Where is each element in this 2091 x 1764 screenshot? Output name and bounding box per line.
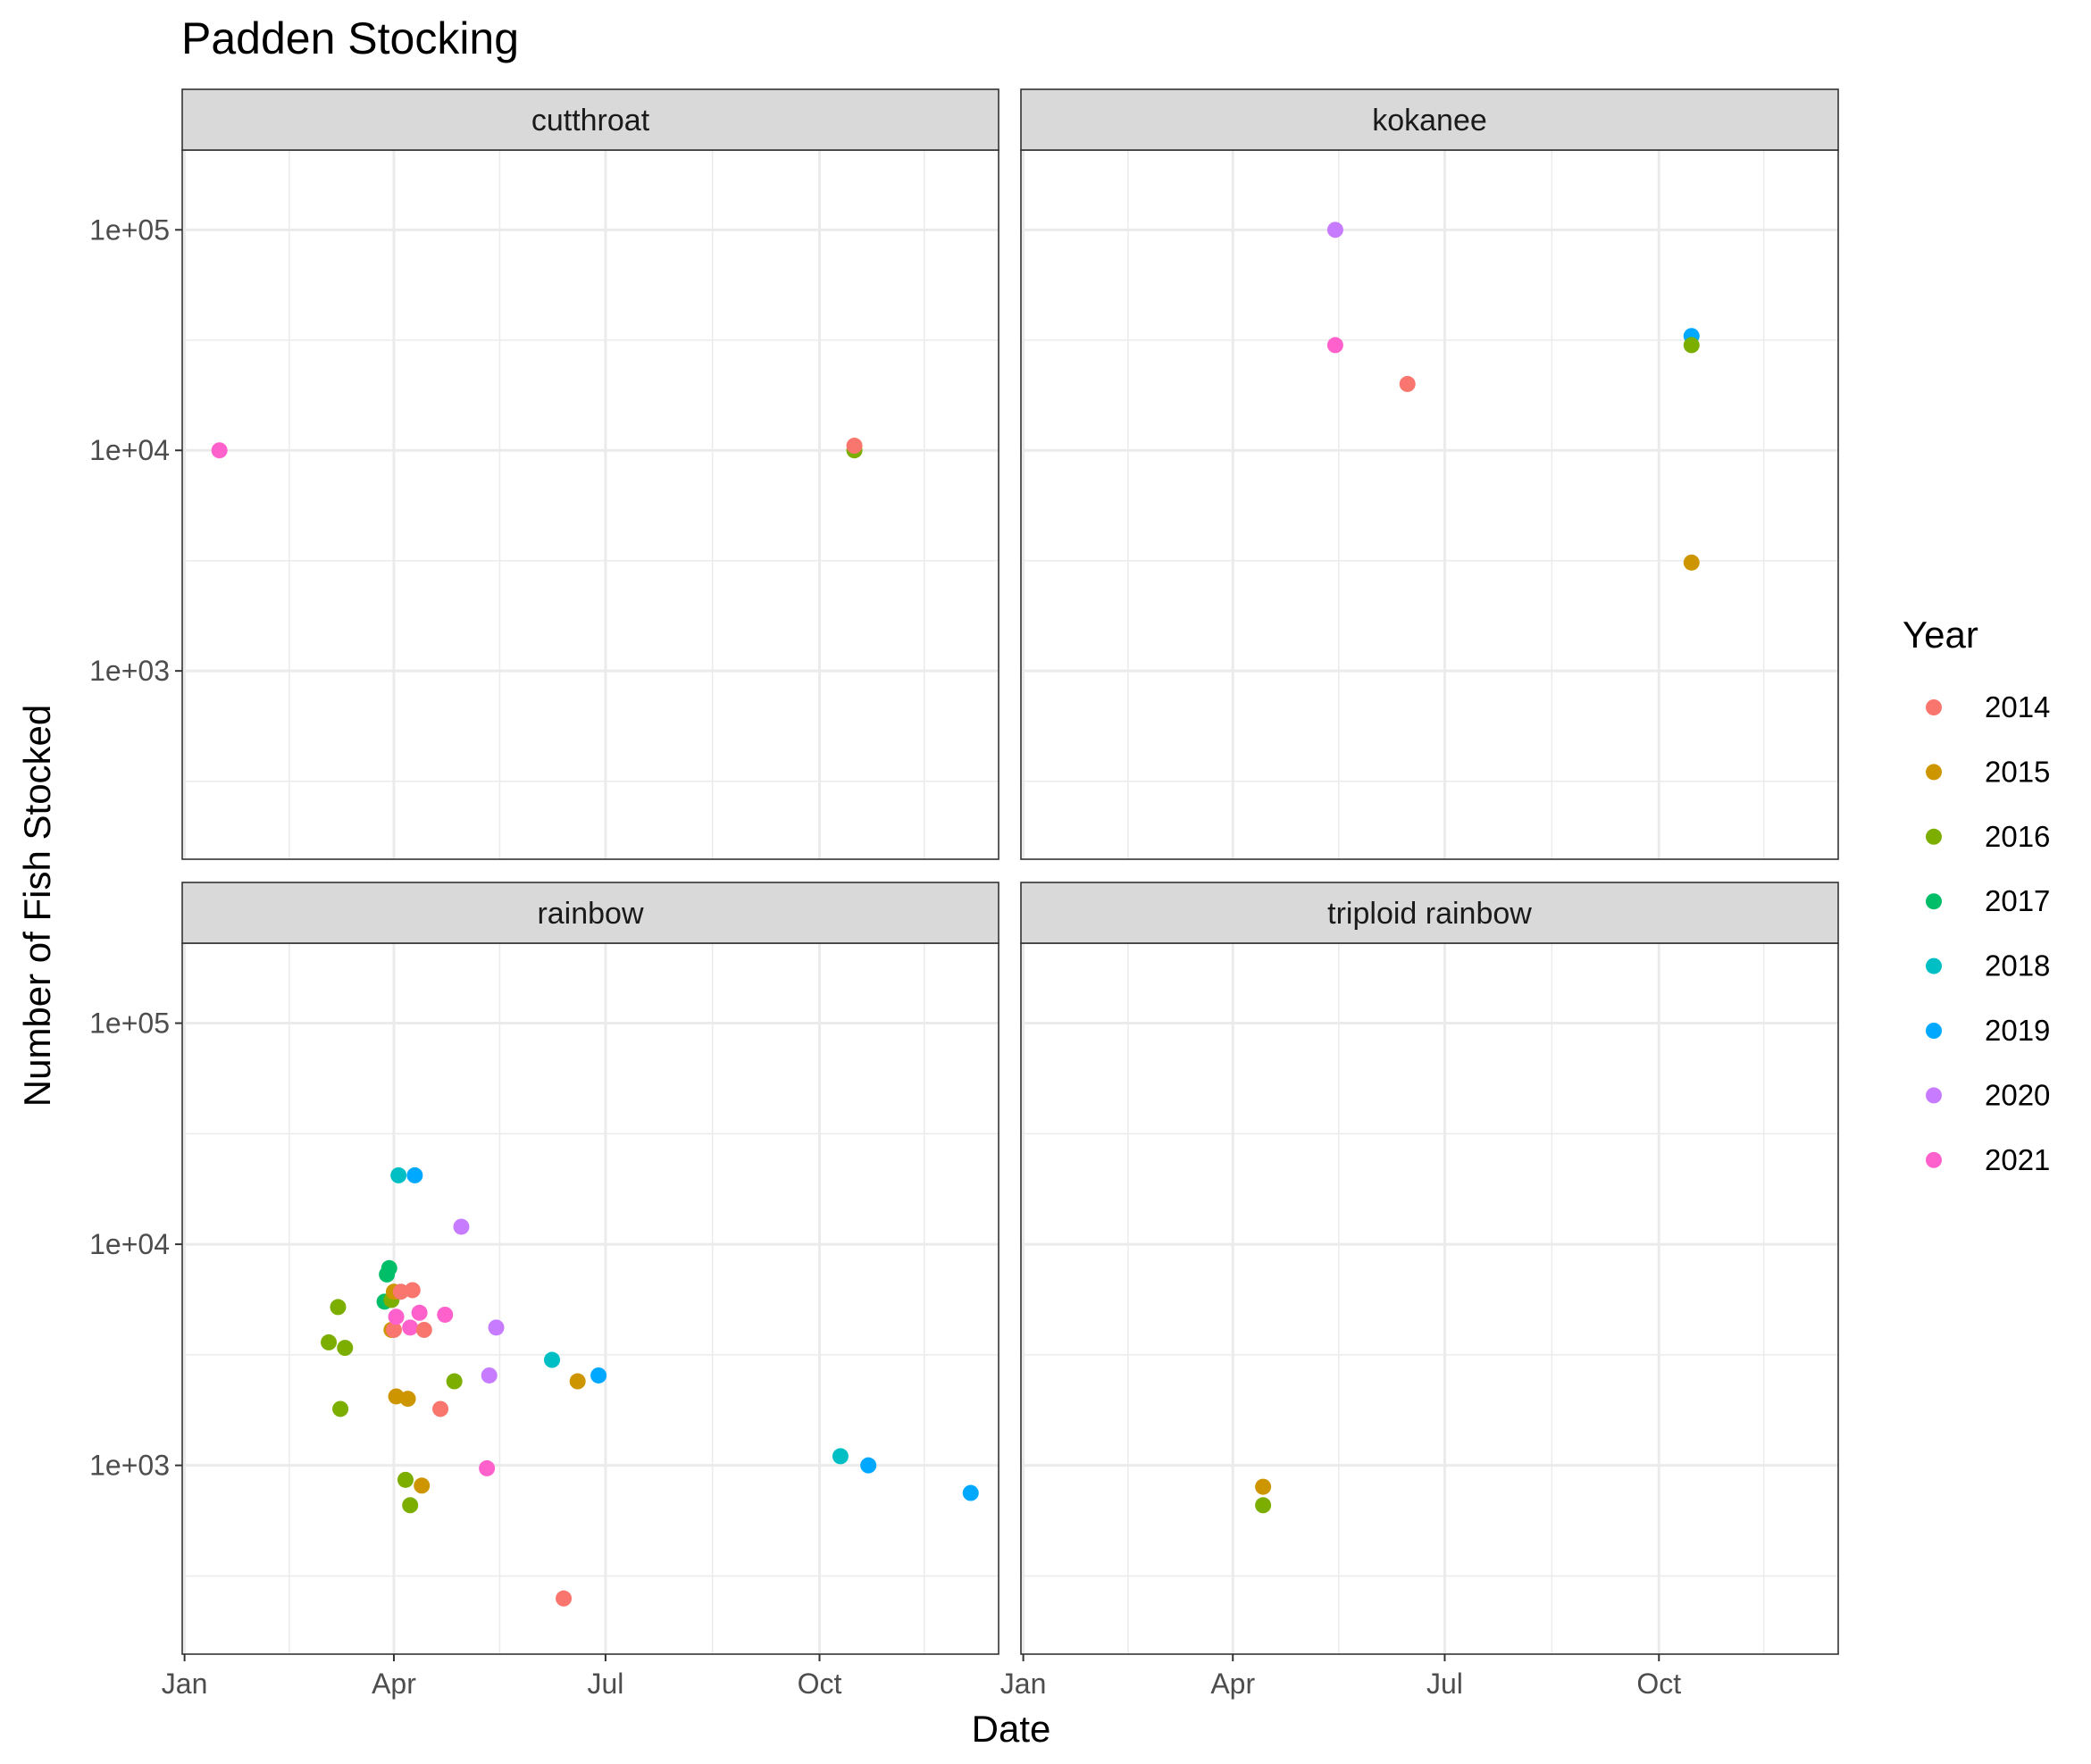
- y-tick-label: 1e+05: [89, 213, 170, 246]
- facet-strip-label: cutthroat: [531, 104, 650, 138]
- facet-strip-label: triploid rainbow: [1327, 897, 1532, 931]
- panel-kokanee: kokanee: [1020, 88, 1839, 860]
- x-tick-label: Jan: [1000, 1668, 1047, 1700]
- data-point: [962, 1484, 979, 1501]
- panel-background: [1021, 150, 1838, 859]
- data-point: [481, 1367, 498, 1384]
- data-point: [415, 1321, 432, 1338]
- data-point: [846, 438, 863, 455]
- facet-strip: [181, 88, 999, 151]
- data-point: [390, 1166, 407, 1183]
- legend-key-2021: [1926, 1151, 1942, 1168]
- data-point: [411, 1304, 428, 1321]
- facet-strip-label: kokanee: [1372, 104, 1487, 138]
- legend-key-2016: [1926, 828, 1942, 845]
- data-point: [556, 1590, 573, 1607]
- plot-title: Padden Stocking: [181, 13, 519, 63]
- data-point: [446, 1373, 463, 1390]
- x-tick-label: Oct: [798, 1668, 842, 1700]
- data-point: [330, 1299, 347, 1316]
- data-point: [406, 1166, 423, 1183]
- x-axis-title: Date: [972, 1708, 1051, 1750]
- data-point: [397, 1471, 414, 1488]
- data-point: [388, 1308, 405, 1325]
- x-tick-label: Jul: [1426, 1668, 1463, 1700]
- data-point: [1683, 554, 1700, 571]
- legend: Year 2014 2015 2016 2017 2018 2019 2020 2021: [1903, 614, 2050, 1176]
- panel-triploid-rainbow: triploid rainbow Jan Apr Jul Oct: [1000, 882, 1839, 1700]
- data-point: [432, 1400, 449, 1417]
- data-point: [569, 1373, 586, 1390]
- y-tick-label: 1e+03: [89, 1450, 170, 1482]
- data-point: [337, 1340, 354, 1357]
- data-point: [211, 442, 228, 459]
- data-point: [860, 1457, 877, 1474]
- x-tick-label: Oct: [1636, 1668, 1681, 1700]
- x-tick-label: Apr: [1210, 1668, 1255, 1700]
- data-point: [399, 1391, 416, 1408]
- legend-label-2015: 2015: [1985, 755, 2050, 788]
- data-point: [544, 1351, 561, 1368]
- facet-strip: [1020, 88, 1839, 151]
- legend-label-2018: 2018: [1985, 949, 2050, 982]
- legend-key-2020: [1926, 1087, 1942, 1104]
- legend-label-2020: 2020: [1985, 1078, 2050, 1111]
- data-point: [402, 1497, 419, 1514]
- data-point: [1326, 337, 1343, 354]
- y-tick-label: 1e+05: [89, 1007, 170, 1040]
- data-point: [488, 1319, 505, 1336]
- data-point: [404, 1282, 421, 1299]
- data-point: [381, 1259, 397, 1276]
- legend-label-2017: 2017: [1985, 884, 2050, 917]
- facet-strip: [1020, 882, 1839, 944]
- legend-entries: 2014 2015 2016 2017 2018 2019 2020 2021: [1926, 690, 2050, 1176]
- panel-cutthroat: cutthroat 1e+03 1e+04 1e+05: [89, 88, 999, 860]
- data-point: [1326, 222, 1343, 238]
- facet-panels: cutthroat 1e+03 1e+04 1e+05 kokanee rainbow 1e…: [89, 88, 1839, 1700]
- data-point: [590, 1367, 607, 1384]
- panel-background: [182, 150, 999, 859]
- legend-key-2015: [1926, 764, 1942, 781]
- legend-key-2019: [1926, 1023, 1942, 1039]
- data-point: [321, 1333, 338, 1350]
- y-axis-title: Number of Fish Stocked: [16, 705, 58, 1108]
- y-tick-label: 1e+04: [89, 1228, 170, 1260]
- y-tick-label: 1e+03: [89, 655, 170, 687]
- data-point: [414, 1477, 431, 1494]
- y-tick-label: 1e+04: [89, 434, 170, 466]
- legend-label-2021: 2021: [1985, 1143, 2050, 1176]
- data-point: [832, 1448, 849, 1465]
- data-point: [1683, 337, 1700, 354]
- legend-key-2014: [1926, 699, 1942, 715]
- panel-background: [1021, 943, 1838, 1654]
- legend-label-2019: 2019: [1985, 1014, 2050, 1047]
- x-tick-label: Apr: [372, 1668, 416, 1700]
- panel-background: [182, 943, 999, 1654]
- legend-label-2014: 2014: [1985, 690, 2050, 723]
- facet-strip: [181, 882, 999, 944]
- data-point: [385, 1321, 402, 1338]
- data-point: [1255, 1478, 1272, 1495]
- legend-title: Year: [1903, 614, 1978, 656]
- data-point: [437, 1306, 454, 1323]
- facet-strip-label: rainbow: [537, 897, 644, 931]
- legend-key-2018: [1926, 957, 1942, 974]
- legend-label-2016: 2016: [1985, 820, 2050, 853]
- data-point: [402, 1319, 419, 1336]
- data-point: [453, 1218, 470, 1235]
- data-point: [479, 1459, 496, 1476]
- x-tick-label: Jul: [587, 1668, 623, 1700]
- x-tick-label: Jan: [162, 1668, 208, 1700]
- panel-rainbow: rainbow 1e+03 1e+04 1e+05 Jan Apr Jul Oct: [89, 882, 999, 1700]
- data-point: [1399, 375, 1416, 392]
- data-point: [332, 1400, 349, 1417]
- legend-key-2017: [1926, 893, 1942, 910]
- data-point: [1255, 1497, 1272, 1514]
